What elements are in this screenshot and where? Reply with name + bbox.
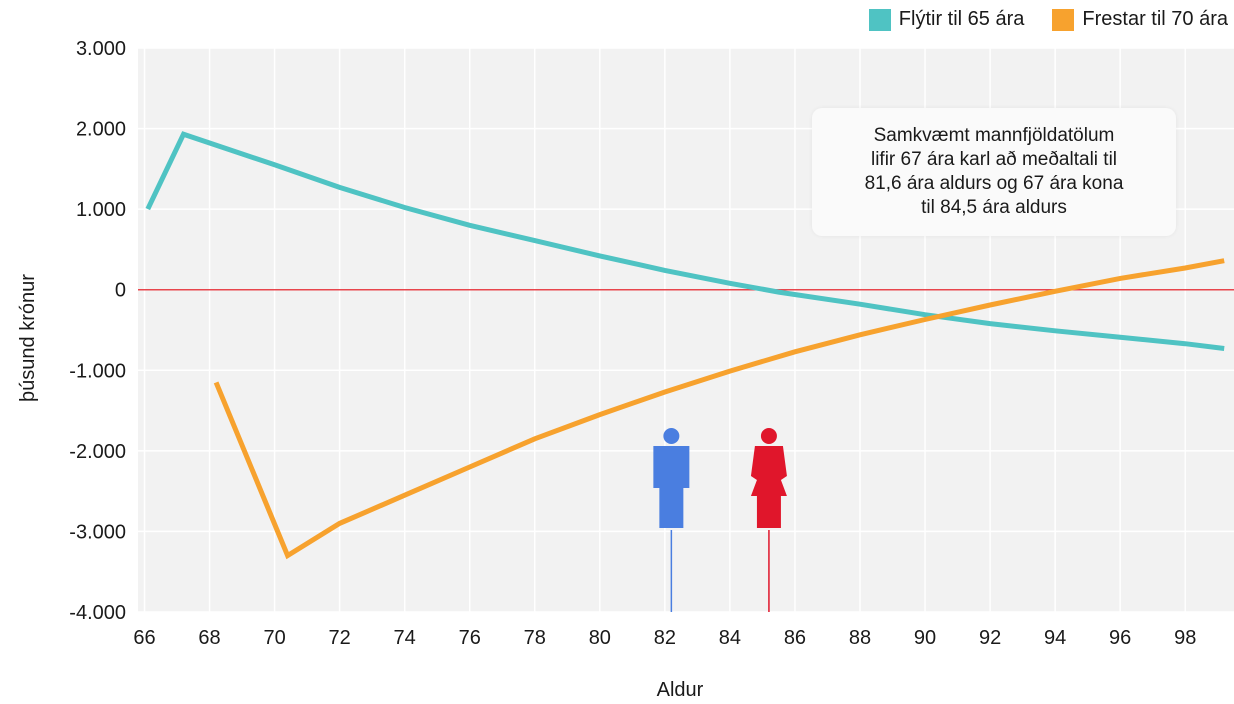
x-tick-label: 88	[849, 627, 871, 649]
x-tick-label: 92	[979, 627, 1001, 649]
y-tick-label: 2.000	[76, 119, 126, 141]
male-figure-icon	[653, 428, 690, 528]
series-line-1	[145, 131, 1225, 351]
annotation-line-3: 81,6 ára aldurs og 67 ára kona	[864, 173, 1124, 194]
x-tick-label: 70	[263, 627, 285, 649]
y-axis-title: þúsund krónur	[17, 274, 39, 402]
legend-item-series-2: Frestar til 70 ára	[1052, 8, 1228, 31]
x-tick-label: 74	[394, 627, 416, 649]
x-tick-label: 98	[1174, 627, 1196, 649]
y-tick-label: 0	[115, 280, 126, 302]
y-tick-label: 1.000	[76, 199, 126, 221]
y-tick-label: 3.000	[76, 38, 126, 60]
annotation-line-4: til 84,5 ára aldurs	[921, 197, 1067, 218]
x-tick-label: 78	[524, 627, 546, 649]
x-tick-label: 84	[719, 627, 741, 649]
x-tick-label: 66	[133, 627, 155, 649]
y-tick-label: -2.000	[69, 441, 126, 463]
legend-swatch-series-1	[868, 8, 891, 31]
x-tick-label: 80	[589, 627, 611, 649]
y-tick-label: -3.000	[69, 521, 126, 543]
annotation-line-1: Samkvæmt mannfjöldatölum	[873, 125, 1115, 146]
x-tick-label: 68	[198, 627, 220, 649]
x-axis-title: Aldur	[657, 679, 704, 701]
y-tick-label: -4.000	[69, 602, 126, 624]
annotation-line-2: lifir 67 ára karl að meðaltali til	[870, 149, 1118, 170]
legend-label-series-2: Frestar til 70 ára	[1082, 8, 1228, 30]
female-figure-icon	[750, 428, 787, 528]
x-tick-label: 86	[784, 627, 806, 649]
annotation-box: Samkvæmt mannfjöldatölum lifir 67 ára ka…	[812, 108, 1176, 236]
y-tick-label: -1.000	[69, 360, 126, 382]
x-tick-label: 82	[654, 627, 676, 649]
x-tick-label: 72	[329, 627, 351, 649]
x-tick-label: 96	[1109, 627, 1131, 649]
legend-label-series-1: Flýtir til 65 ára	[898, 8, 1025, 30]
legend: Flýtir til 65 ára Frestar til 70 ára	[868, 8, 1228, 31]
x-tick-label: 94	[1044, 627, 1066, 649]
legend-swatch-series-2	[1052, 8, 1075, 31]
legend-item-series-1: Flýtir til 65 ára	[868, 8, 1025, 31]
series-line-2	[213, 258, 1225, 560]
x-tick-label: 90	[914, 627, 936, 649]
x-tick-label: 76	[459, 627, 481, 649]
